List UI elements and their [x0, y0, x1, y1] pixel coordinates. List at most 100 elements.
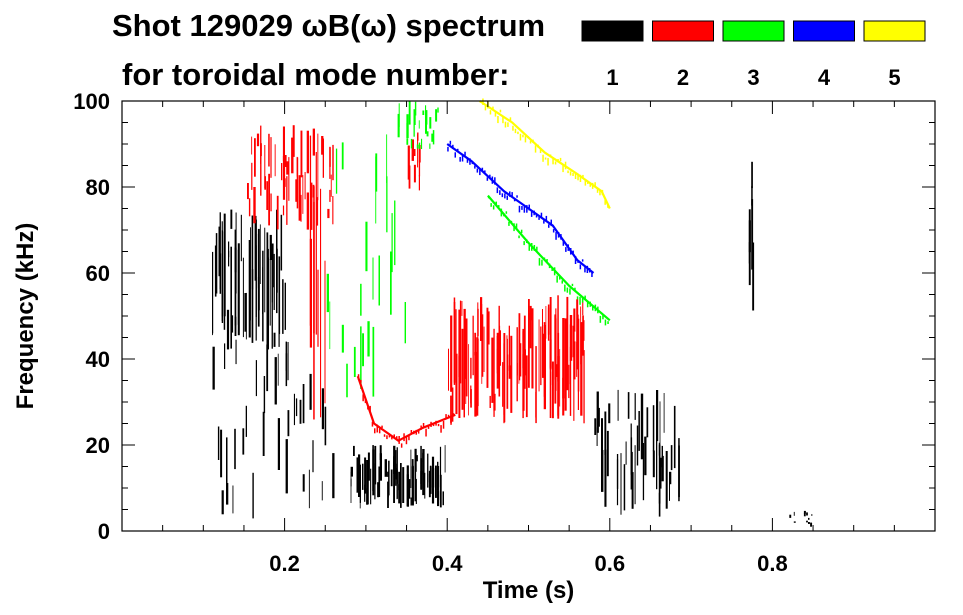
ridge-speck: [513, 223, 515, 232]
spectral-streak: [296, 157, 299, 209]
spectral-streak: [630, 423, 632, 475]
spectral-streak: [391, 213, 393, 273]
spectral-streak: [245, 292, 247, 340]
spectral-streak: [529, 313, 532, 349]
ridge-speck: [543, 257, 546, 260]
spectral-streak: [276, 195, 279, 230]
spectral-streak: [400, 463, 402, 508]
ridge-speck: [430, 421, 432, 427]
spectral-streak: [226, 483, 229, 505]
spectral-streak: [262, 411, 265, 456]
ridge-speck: [587, 181, 589, 184]
spectral-streak: [367, 465, 369, 505]
ridge-speck: [403, 433, 405, 442]
region-mode-1: [748, 161, 755, 311]
spectral-streak: [235, 212, 237, 294]
ridge-speck: [548, 224, 550, 228]
ridge-speck: [471, 161, 474, 165]
spectral-streak: [282, 155, 286, 200]
spectral-streak: [508, 365, 511, 379]
legend: 1 2 3 4 5: [581, 20, 926, 90]
ridge-speck: [388, 435, 391, 438]
ridge-line: [487, 194, 611, 322]
ridge-speck: [571, 283, 574, 287]
spectral-streak: [506, 335, 508, 352]
ridge-line: [446, 143, 595, 274]
spectral-streak: [221, 490, 224, 515]
ridge-speck: [589, 183, 591, 187]
spectral-streak: [594, 418, 597, 435]
spectral-streak: [251, 215, 254, 290]
ridge-speck: [602, 314, 604, 320]
spectral-streak: [555, 318, 557, 391]
spectral-streak: [432, 130, 435, 145]
spectral-streak: [235, 339, 237, 365]
ridge-speck: [492, 205, 495, 210]
spectral-streak: [398, 471, 401, 491]
spectral-streak: [214, 245, 217, 297]
ridge-speck: [393, 434, 395, 439]
spectral-streak: [230, 246, 232, 349]
spectral-streak: [250, 227, 251, 321]
spectral-streak: [422, 110, 425, 115]
ridge-speck: [528, 242, 530, 251]
spectral-streak: [477, 308, 479, 337]
ridge-speck: [386, 435, 388, 440]
y-tick-label: 20: [86, 433, 110, 458]
spectral-streak: [448, 348, 449, 391]
spectral-streak: [463, 376, 465, 418]
spectral-streak: [406, 114, 409, 138]
spectral-streak: [597, 407, 600, 427]
ridge-speck: [494, 177, 496, 185]
spectral-streak: [329, 189, 331, 202]
spectral-streak: [266, 239, 269, 318]
spectral-streak: [266, 344, 269, 392]
spectral-streak: [483, 326, 485, 372]
spectral-streak: [271, 243, 274, 288]
spectral-streak: [465, 318, 468, 397]
ridge-speck: [552, 157, 554, 165]
ridge-speck: [496, 187, 499, 194]
spectral-streak: [634, 393, 636, 420]
spectral-streak: [372, 326, 375, 397]
spectral-streak: [413, 164, 416, 183]
region-mode-1: [594, 389, 680, 517]
spectral-streak: [557, 332, 560, 416]
spectral-streak: [387, 481, 389, 508]
spectral-streak: [542, 333, 545, 378]
spectral-streak: [476, 337, 479, 416]
spectral-streak: [659, 457, 662, 489]
ridge-speck: [484, 170, 486, 173]
spectral-streak: [298, 175, 301, 221]
spectral-streak: [316, 197, 319, 226]
ridge-speck: [506, 195, 508, 200]
spectral-streak: [232, 485, 234, 514]
spectral-streak: [583, 320, 585, 341]
spectral-streak: [302, 474, 305, 492]
ridge-speck: [512, 125, 514, 131]
spectral-streak: [367, 452, 370, 481]
legend-swatch-mode-5: [863, 20, 926, 42]
y-axis-label: Frequency (kHz): [12, 223, 39, 410]
spectral-streak: [516, 327, 518, 376]
ridge-speck: [521, 206, 523, 210]
spectral-streak: [308, 469, 310, 509]
ridge-speck: [560, 234, 562, 240]
spectral-streak: [374, 463, 376, 500]
spectral-streak: [226, 437, 228, 490]
ridge-speck: [533, 245, 536, 251]
spectral-streak: [364, 488, 367, 494]
spectral-streak: [313, 186, 315, 420]
spectral-streak: [751, 186, 753, 206]
spectral-streak: [269, 234, 272, 260]
spectral-streak: [317, 133, 319, 201]
spectral-streak: [631, 451, 633, 476]
spectral-streak: [237, 249, 240, 325]
spectral-streak: [669, 471, 672, 485]
spectral-streak: [274, 357, 277, 405]
spectral-streak: [372, 257, 374, 300]
spectral-streak: [577, 318, 580, 392]
ridge-speck: [570, 248, 572, 255]
ridge-speck: [362, 394, 364, 402]
ridge-speck: [604, 319, 607, 326]
